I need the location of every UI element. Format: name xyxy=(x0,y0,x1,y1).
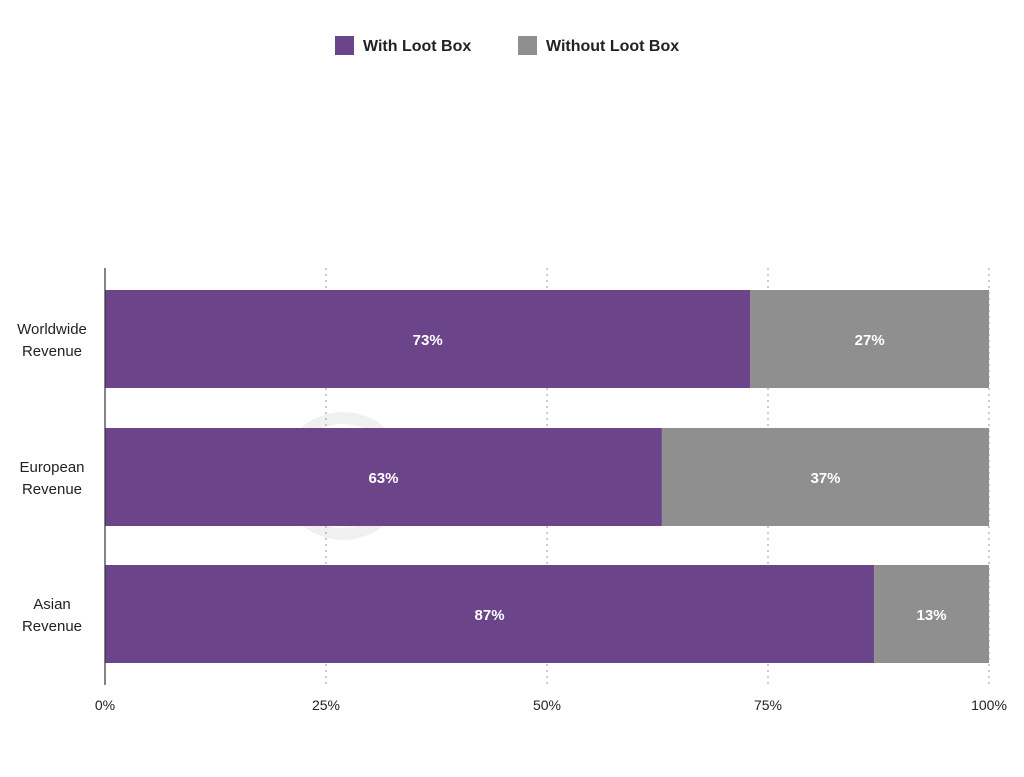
x-tick-label: 100% xyxy=(971,697,1007,713)
bars: 73% 27% 63% 37% 87% 13% xyxy=(105,290,989,663)
axes: 0% 25% 50% 75% 100% Worldwide Revenue European R… xyxy=(17,268,1007,713)
legend-swatch-0 xyxy=(335,36,354,55)
legend: With Loot Box Without Loot Box xyxy=(335,36,679,55)
x-tick-label: 50% xyxy=(533,697,561,713)
bar-without-loot-box-2 xyxy=(874,565,989,663)
bar-with-loot-box-1 xyxy=(105,428,662,526)
legend-label-0: With Loot Box xyxy=(363,38,471,55)
data-label: 27% xyxy=(855,332,885,349)
legend-label-1: Without Loot Box xyxy=(546,38,679,55)
data-label: 87% xyxy=(475,607,505,624)
bar-with-loot-box-2 xyxy=(105,565,875,663)
y-tick-label: Worldwide Revenue xyxy=(17,321,87,360)
y-tick-label: Asian Revenue xyxy=(22,596,82,635)
x-tick-label: 25% xyxy=(312,697,340,713)
legend-swatch-1 xyxy=(518,36,537,55)
data-label: 73% xyxy=(413,332,443,349)
y-tick-label: European Revenue xyxy=(19,459,84,498)
bar-without-loot-box-0 xyxy=(750,290,989,388)
data-label: 37% xyxy=(810,470,840,487)
x-tick-label: 75% xyxy=(754,697,782,713)
data-label: 13% xyxy=(917,607,947,624)
x-tick-label: 0% xyxy=(95,697,115,713)
bar-with-loot-box-0 xyxy=(105,290,751,388)
bar-without-loot-box-1 xyxy=(661,428,989,526)
data-label: 63% xyxy=(368,470,398,487)
